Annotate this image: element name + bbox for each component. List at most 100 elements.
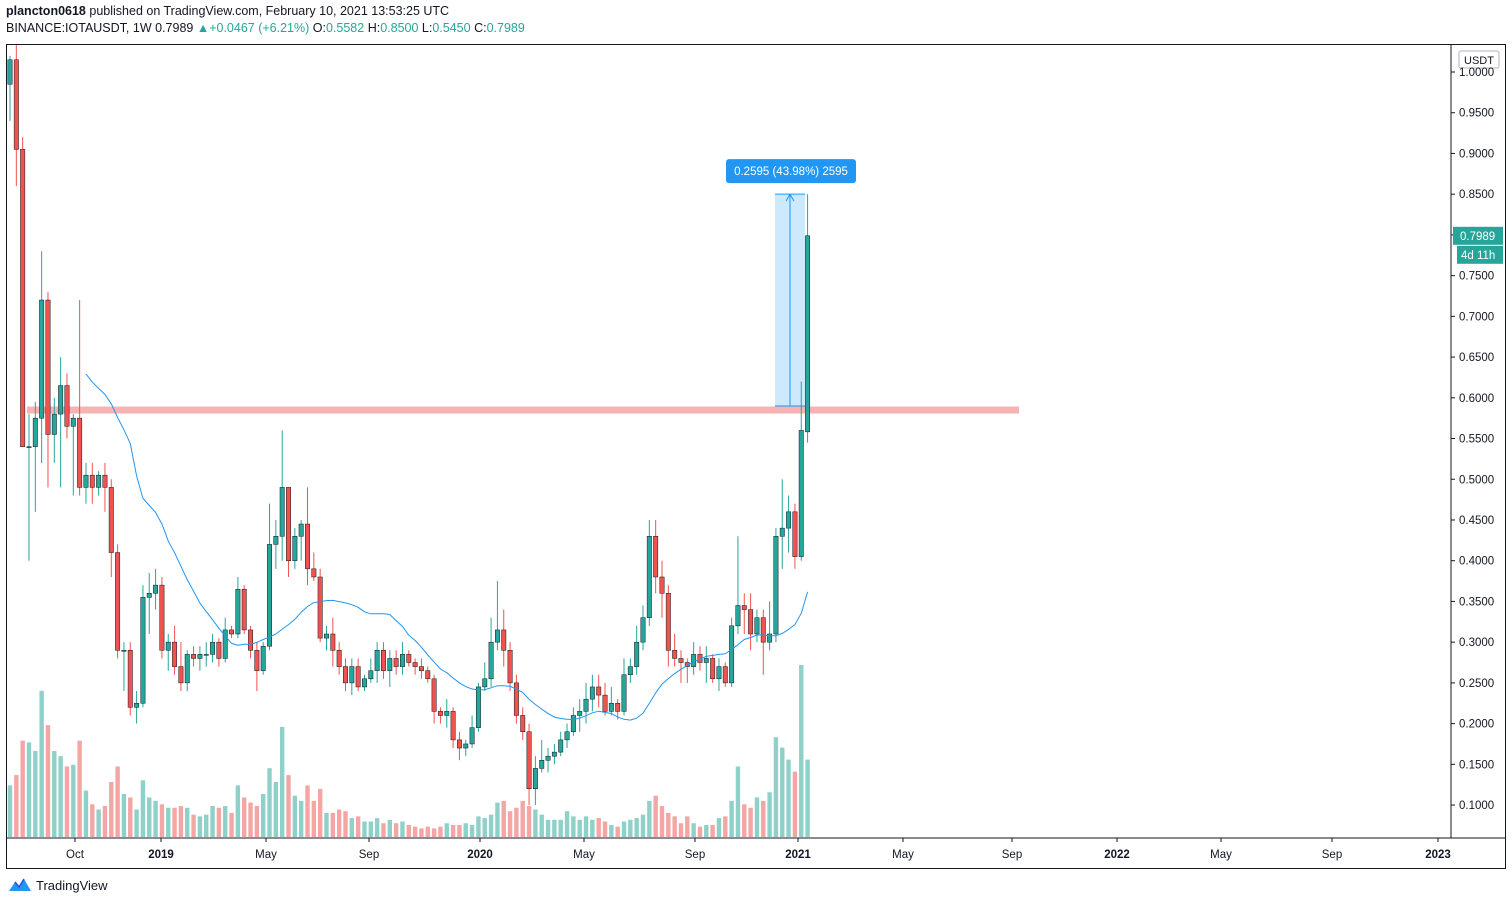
volume-bar <box>678 823 684 837</box>
candle-body <box>716 666 722 680</box>
publish-info: plancton0618 published on TradingView.co… <box>6 4 449 18</box>
volume-bar <box>20 740 25 837</box>
volume-bar <box>14 775 19 837</box>
volume-bar <box>621 821 627 837</box>
candle-body <box>501 629 507 651</box>
volume-bar <box>343 811 348 837</box>
candle-body <box>108 487 114 553</box>
volume-bar <box>26 742 32 837</box>
volume-bar <box>286 775 291 837</box>
volume-bar <box>229 812 234 837</box>
candle-body <box>286 487 291 561</box>
candle-body <box>532 768 538 790</box>
candle-body <box>260 645 266 671</box>
candle-body <box>779 527 785 537</box>
volume-bar <box>324 812 329 837</box>
volume-bar <box>267 768 272 837</box>
volume-bar <box>419 828 424 837</box>
volume-bar <box>235 785 241 837</box>
candle-body <box>45 299 51 435</box>
volume-bar <box>115 766 120 837</box>
price-tick-label: 0.5500 <box>1459 434 1494 446</box>
volume-bar <box>305 785 310 837</box>
chart-frame[interactable]: 0.2595 (43.98%) 2595 USDT 1.0000 0.9500 0.9… <box>6 39 1506 869</box>
price-tick-label: 0.6500 <box>1459 352 1494 364</box>
candle-body <box>653 536 659 578</box>
volume-bar <box>716 818 722 837</box>
volume-bar <box>273 781 279 837</box>
candle-body <box>58 385 64 415</box>
candle-body <box>425 670 431 680</box>
candle-body <box>368 670 374 680</box>
volume-bar <box>526 806 532 837</box>
candle-body <box>564 731 570 741</box>
volume-bar <box>704 824 709 837</box>
volume-bar <box>602 821 608 837</box>
price-tick-label: 0.7000 <box>1459 311 1494 323</box>
candle-body <box>608 702 614 712</box>
volume-bar <box>330 812 336 837</box>
volume-bar <box>799 665 804 837</box>
candle-body <box>703 658 709 663</box>
candle-body <box>343 666 348 684</box>
footer-brand[interactable]: TradingView <box>36 877 108 893</box>
time-tick-label: Sep <box>685 849 705 861</box>
candle-body <box>13 59 19 150</box>
volume-bar <box>336 809 342 837</box>
price-tick-label: 0.7500 <box>1459 271 1494 283</box>
candle-body <box>349 666 355 684</box>
volume-bar <box>298 800 304 837</box>
price-tick-label: 0.1500 <box>1459 759 1494 771</box>
candle-body <box>159 584 165 651</box>
volume-bar <box>438 826 443 837</box>
candle-body <box>121 650 127 652</box>
volume-bar <box>121 794 127 837</box>
candle-body <box>7 59 13 85</box>
volume-bar <box>349 818 355 837</box>
time-tick-label: May <box>1210 849 1232 861</box>
volume-bar <box>64 766 70 837</box>
candle-body <box>216 641 222 659</box>
volume-bar <box>210 806 215 837</box>
change-arrow-icon: ▲ <box>196 21 210 35</box>
last-price-badge <box>1453 226 1503 245</box>
volume-bar <box>178 806 184 837</box>
ohlc-legend: BINANCE:IOTAUSDT, 1W 0.7989 ▲+0.0467 (+6… <box>6 21 525 35</box>
price-tick-label: 1.0000 <box>1459 67 1494 79</box>
volume-bar <box>381 823 386 837</box>
volume-bar <box>533 809 538 837</box>
price-tick-label: 0.3500 <box>1459 596 1494 608</box>
candle-body <box>26 446 32 448</box>
time-tick-label: 2019 <box>148 849 174 861</box>
candle-body <box>140 597 146 704</box>
candle-body <box>646 536 652 618</box>
tradingview-logo-icon[interactable] <box>8 877 32 893</box>
volume-bar <box>558 819 563 837</box>
candle-body <box>51 413 57 435</box>
candle-body <box>602 694 608 712</box>
open-label: O: <box>312 21 326 35</box>
candle-body <box>203 654 209 656</box>
candle-body <box>64 385 70 427</box>
candle-body <box>450 711 456 741</box>
volume-bar <box>140 780 146 837</box>
candle-body <box>469 727 475 745</box>
price-tick-label: 0.4500 <box>1459 515 1494 527</box>
volume-bar <box>362 821 367 837</box>
volume-bar <box>457 824 462 837</box>
candle-body <box>760 617 766 643</box>
volume-bar <box>476 816 481 837</box>
volume-bar <box>691 823 696 837</box>
candle-body <box>463 743 469 749</box>
author-name[interactable]: plancton0618 <box>6 4 86 18</box>
close-value: 0.7989 <box>486 21 525 35</box>
measure-label: 0.2595 (43.98%) 2595 <box>734 166 848 178</box>
candle-body <box>96 474 102 488</box>
volume-bar <box>406 824 411 837</box>
candle-body <box>748 609 754 635</box>
candle-body <box>305 523 310 570</box>
currency-tag-box <box>1458 50 1500 69</box>
volume-bar <box>463 823 468 837</box>
price-tick-label: 0.3000 <box>1459 637 1494 649</box>
